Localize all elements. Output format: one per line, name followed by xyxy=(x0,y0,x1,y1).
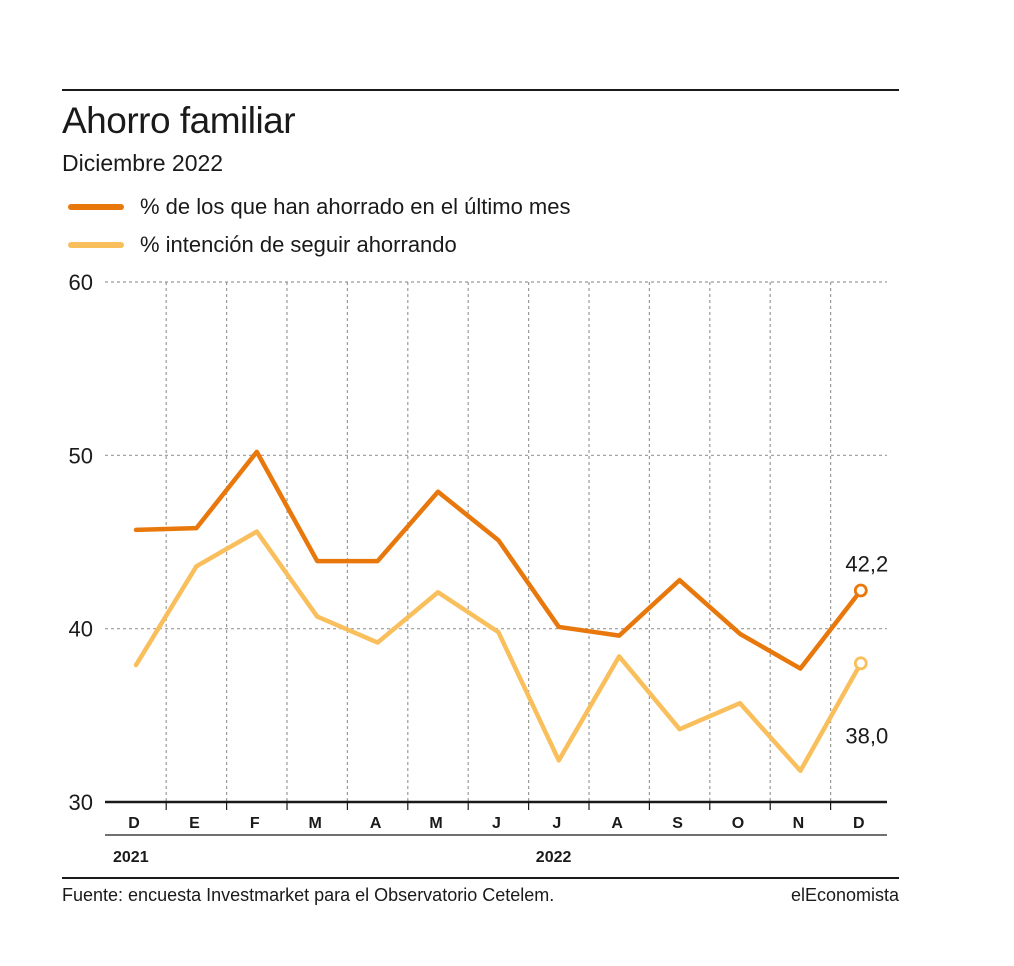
legend: % de los que han ahorrado en el último m… xyxy=(68,188,570,264)
x-tick-label-0: D xyxy=(128,815,140,832)
y-tick-label-30: 30 xyxy=(69,790,93,815)
series-end-marker-0 xyxy=(853,583,868,598)
legend-item-intention: % intención de seguir ahorrando xyxy=(68,226,570,264)
x-tick-label-11: N xyxy=(793,815,805,832)
year-label-2021: 2021 xyxy=(113,849,149,866)
source-note: Fuente: encuesta Investmarket para el Ob… xyxy=(62,885,555,905)
footer-rule xyxy=(62,877,899,879)
x-tick-label-7: J xyxy=(552,815,561,832)
series-line-0 xyxy=(133,449,864,671)
x-tick-label-9: S xyxy=(672,815,683,832)
series-end-marker-1 xyxy=(853,656,868,671)
chart-subtitle: Diciembre 2022 xyxy=(62,150,224,176)
legend-label-saved: % de los que han ahorrado en el último m… xyxy=(140,194,571,219)
y-tick-label-40: 40 xyxy=(69,617,93,642)
legend-swatch-intention xyxy=(68,242,124,248)
legend-item-saved: % de los que han ahorrado en el último m… xyxy=(68,188,570,226)
year-label-2022: 2022 xyxy=(536,849,572,866)
x-tick-label-8: A xyxy=(611,815,623,832)
y-tick-label-50: 50 xyxy=(69,443,93,468)
end-label-series-1: 38,0 xyxy=(845,723,888,748)
x-tick-label-4: A xyxy=(370,815,382,832)
top-rule xyxy=(62,89,899,91)
legend-label-intention: % intención de seguir ahorrando xyxy=(140,232,457,257)
x-tick-label-10: O xyxy=(732,815,744,832)
series-line-1 xyxy=(133,529,864,774)
chart-title: Ahorro familiar xyxy=(62,100,296,141)
legend-swatch-saved xyxy=(68,204,124,210)
x-tick-label-6: J xyxy=(492,815,501,832)
x-tick-label-1: E xyxy=(189,815,200,832)
x-tick-label-12: D xyxy=(853,815,865,832)
x-tick-label-3: M xyxy=(309,815,322,832)
x-tick-label-5: M xyxy=(429,815,442,832)
brand-name: elEconomista xyxy=(790,885,899,905)
y-tick-label-60: 60 xyxy=(69,270,93,295)
x-tick-label-2: F xyxy=(250,815,260,832)
end-label-series-0: 42,2 xyxy=(845,552,888,577)
